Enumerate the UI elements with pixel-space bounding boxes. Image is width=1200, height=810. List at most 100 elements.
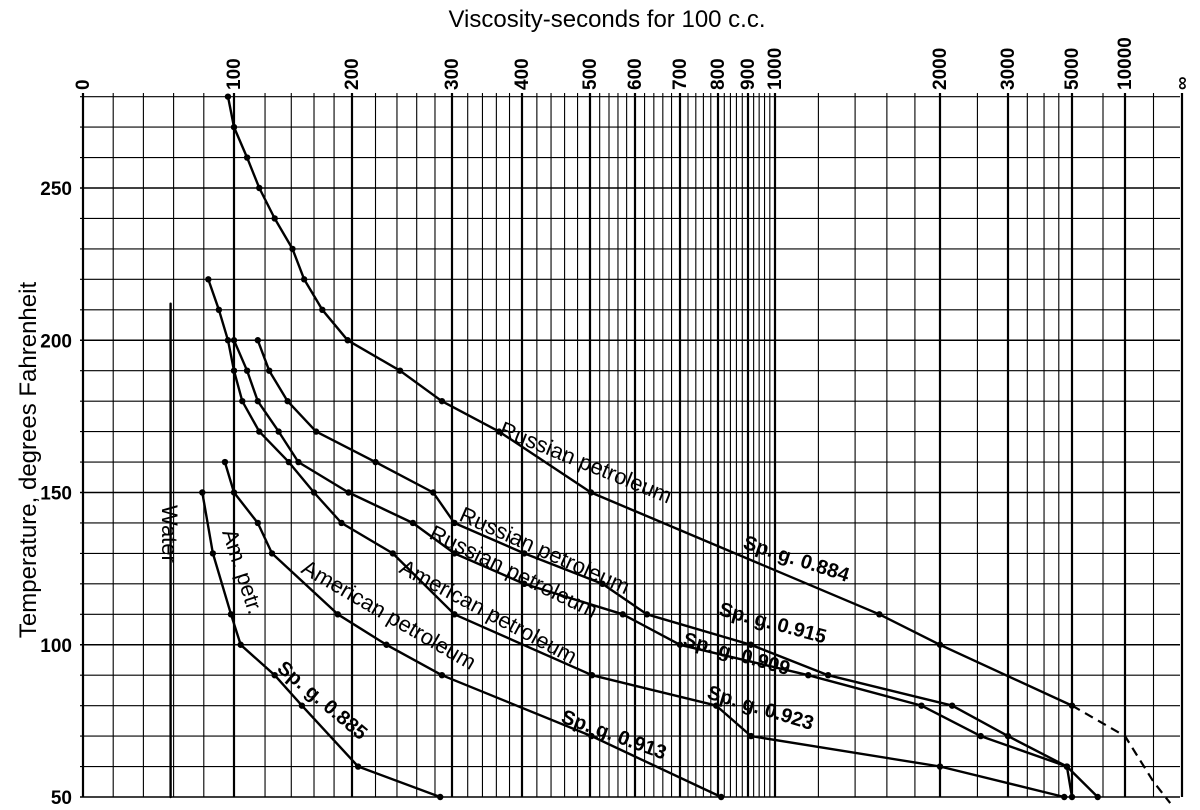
data-point [451, 611, 458, 618]
x-tick-label: 1000 [765, 48, 786, 90]
data-point [1068, 793, 1076, 801]
series-group [169, 93, 1172, 804]
series-line [221, 458, 725, 801]
series-line [205, 276, 1068, 801]
data-point [310, 489, 318, 496]
data-point [717, 793, 725, 801]
y-tick-label: 100 [40, 636, 72, 657]
data-point [1004, 732, 1012, 740]
data-point [1061, 793, 1068, 801]
x-axis-title: Viscosity-seconds for 100 c.c. [448, 6, 765, 33]
data-point [876, 611, 883, 618]
x-tick-label: 500 [580, 58, 601, 90]
data-point [918, 702, 925, 709]
x-tick-label: 10000 [1115, 37, 1136, 90]
x-tick-label: 800 [708, 58, 729, 90]
data-point [643, 611, 651, 618]
data-point [805, 672, 812, 679]
data-point [271, 215, 278, 222]
data-point [254, 519, 261, 527]
data-point [1063, 763, 1071, 770]
data-point [230, 367, 238, 374]
data-point [209, 550, 217, 557]
data-point [977, 732, 984, 740]
data-point [243, 154, 251, 161]
series-path [201, 491, 442, 799]
x-tick-label: 300 [442, 58, 463, 90]
data-point [587, 489, 595, 496]
x-tick-label: 200 [342, 58, 363, 90]
data-point [237, 641, 244, 648]
series-path [256, 339, 1099, 799]
data-point [300, 276, 308, 283]
data-point [285, 458, 293, 466]
data-point [389, 550, 397, 557]
series-label: Am. petr. [217, 526, 268, 617]
data-point [284, 397, 291, 405]
data-point [221, 458, 229, 466]
data-point [230, 337, 238, 344]
y-axis-title: Temperature, degrees Fahrenheit [15, 282, 42, 639]
series-path [226, 95, 1074, 707]
series-line [224, 93, 1172, 804]
data-point [224, 93, 232, 100]
data-point [312, 428, 320, 435]
data-point [451, 550, 458, 557]
data-point [199, 489, 206, 496]
data-point [338, 519, 345, 527]
data-point [271, 672, 278, 679]
x-tick-label: 900 [738, 58, 759, 90]
series-line [199, 489, 444, 801]
data-point [256, 428, 263, 435]
data-point [345, 489, 352, 496]
series-sg-label: Sp. g. 0.885 [273, 657, 371, 745]
data-point [713, 702, 720, 709]
data-point [438, 397, 446, 405]
data-point [344, 337, 351, 344]
data-point [437, 793, 444, 801]
data-point [254, 397, 261, 405]
x-tick-label: 100 [224, 58, 245, 90]
data-point [438, 672, 446, 679]
data-point [588, 672, 596, 679]
data-point [319, 306, 326, 313]
data-point [948, 702, 956, 709]
series-sg-label: Sp. g. 0.923 [705, 682, 817, 735]
data-point [254, 337, 261, 344]
data-point [334, 611, 342, 618]
data-point [230, 123, 238, 131]
data-point [824, 672, 832, 679]
data-point [1094, 793, 1101, 801]
y-tick-label: 250 [40, 179, 72, 200]
data-point [619, 611, 626, 618]
series-sg-label: Sp. g. 0.913 [558, 706, 669, 764]
x-tick-label: ∞ [1172, 76, 1193, 90]
series-path [232, 339, 1074, 799]
y-tick-label: 150 [40, 484, 72, 505]
data-point [383, 641, 390, 648]
y-tick-label: 50 [51, 788, 72, 809]
x-tick-label: 5000 [1062, 48, 1083, 90]
data-point [936, 641, 944, 648]
data-point [409, 519, 417, 527]
data-point [936, 763, 944, 770]
data-point [430, 489, 437, 496]
data-point [230, 489, 238, 496]
data-point [215, 306, 223, 313]
data-point [239, 397, 246, 405]
x-tick-label: 3000 [998, 48, 1019, 90]
data-point [588, 732, 595, 740]
data-point [205, 276, 212, 283]
data-point [295, 458, 302, 466]
data-point [521, 550, 528, 557]
data-point [266, 367, 273, 374]
data-point [224, 337, 232, 344]
x-tick-label: 0 [73, 79, 94, 90]
series-path [207, 278, 1066, 799]
data-point [747, 641, 755, 648]
data-point [298, 702, 306, 709]
x-tick-label: 600 [625, 58, 646, 90]
data-point [495, 428, 503, 435]
